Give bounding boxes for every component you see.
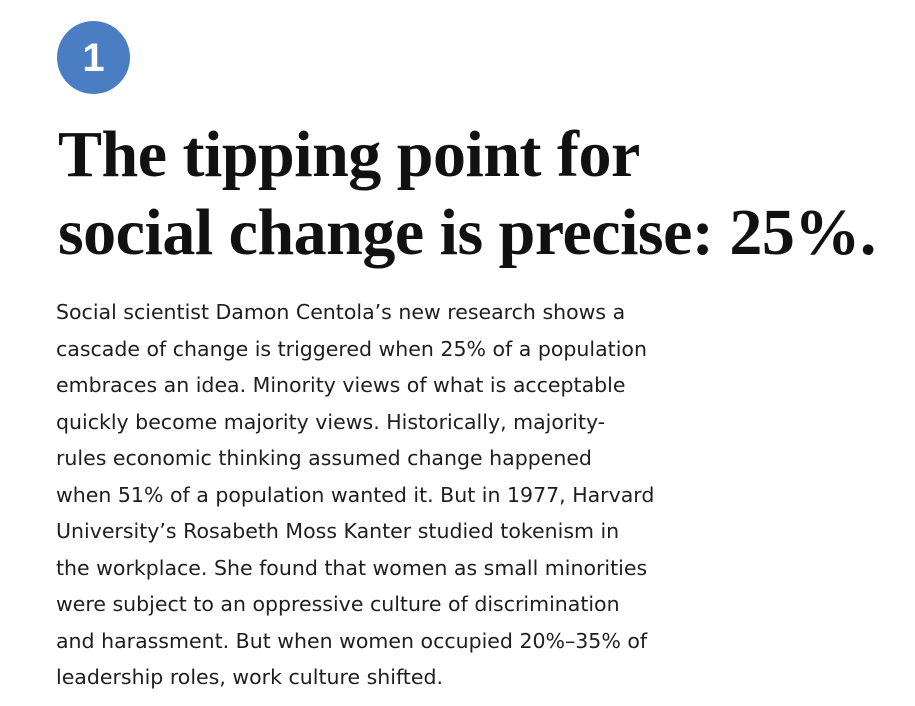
headline-line-1: The tipping point for bbox=[58, 116, 908, 194]
headline: The tipping point for social change is p… bbox=[58, 116, 908, 272]
body-line: cascade of change is triggered when 25% … bbox=[56, 331, 756, 368]
body-paragraph: Social scientist Damon Centola’s new res… bbox=[56, 294, 756, 696]
headline-line-2: social change is precise: 25%. bbox=[58, 194, 908, 272]
body-line: embraces an idea. Minority views of what… bbox=[56, 367, 756, 404]
body-line: rules economic thinking assumed change h… bbox=[56, 440, 756, 477]
body-line: quickly become majority views. Historica… bbox=[56, 404, 756, 441]
body-line: leadership roles, work culture shifted. bbox=[56, 659, 756, 696]
body-line: when 51% of a population wanted it. But … bbox=[56, 477, 756, 514]
body-line: the workplace. She found that women as s… bbox=[56, 550, 756, 587]
body-line: were subject to an oppressive culture of… bbox=[56, 586, 756, 623]
body-line: University’s Rosabeth Moss Kanter studie… bbox=[56, 513, 756, 550]
body-line: and harassment. But when women occupied … bbox=[56, 623, 756, 660]
number-badge: 1 bbox=[57, 21, 130, 94]
body-line: Social scientist Damon Centola’s new res… bbox=[56, 294, 756, 331]
